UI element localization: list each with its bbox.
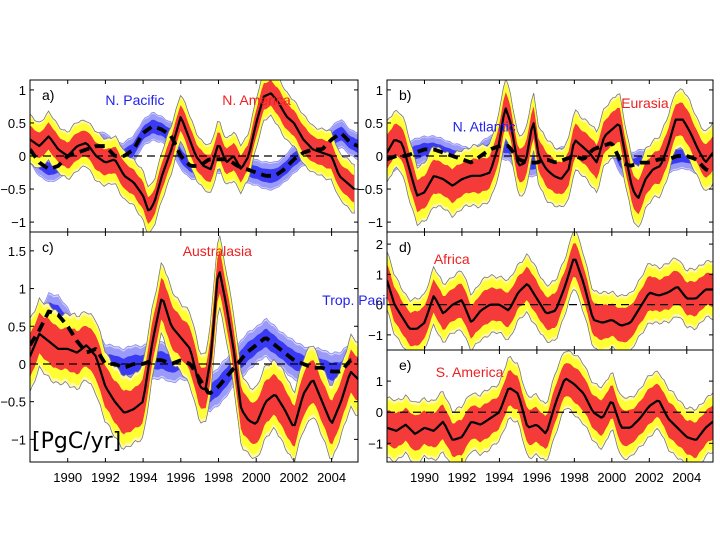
xtick-label: 1992 — [447, 470, 476, 485]
xtick-label: 1996 — [522, 470, 551, 485]
xtick-label: 2000 — [242, 470, 271, 485]
ytick-label: 1 — [376, 83, 383, 98]
ytick-label: 0.5 — [8, 116, 26, 131]
ytick-label: 0.5 — [365, 116, 383, 131]
xtick-label: 1994 — [129, 470, 158, 485]
unit-label: [PgC/yr] — [32, 429, 121, 454]
legend-label: Australasia — [183, 243, 252, 259]
ytick-label: −0.5 — [0, 182, 26, 197]
legend-label: Trop. Pacific — [322, 292, 399, 308]
ytick-label: 0.5 — [8, 319, 26, 334]
ytick-label: −1 — [368, 215, 383, 230]
n-pacific-series-line — [30, 124, 358, 178]
panel-letter: a) — [42, 87, 54, 103]
n-america-series-line — [30, 92, 355, 212]
ytick-label: 1 — [19, 83, 26, 98]
ytick-label: −1 — [11, 432, 26, 447]
xtick-label: 2002 — [279, 470, 308, 485]
xtick-label: 1990 — [53, 470, 82, 485]
panel-letter: d) — [399, 239, 411, 255]
panel-letter: b) — [399, 87, 411, 103]
panel-d: −1 0 1 2 d) Africa — [368, 231, 714, 351]
panel-e: −1 0 1 1990 1992 1994 1996 1998 2000 2002 2004 e) S.… — [368, 349, 714, 485]
xtick-label: 1998 — [204, 470, 233, 485]
ytick-label: 1 — [376, 267, 383, 282]
panel-letter: e) — [399, 357, 411, 373]
plot-area — [387, 80, 713, 228]
panel-letter: c) — [42, 239, 54, 255]
xtick-label: 1998 — [560, 470, 589, 485]
legend-label: Africa — [434, 251, 470, 267]
axes-frame — [29, 231, 359, 463]
xtick-label: 1992 — [91, 470, 120, 485]
ytick-label: 1 — [19, 282, 26, 297]
xtick-label: 2002 — [635, 470, 664, 485]
legend-label: N. Pacific — [105, 92, 164, 108]
xtick-label: 2004 — [672, 470, 701, 485]
axes-frame — [386, 349, 714, 463]
legend-label: N. America — [222, 92, 291, 108]
ytick-label: 1 — [376, 374, 383, 389]
plot-area — [387, 350, 713, 462]
xtick-label: 1990 — [410, 470, 439, 485]
australasia-series-line — [30, 271, 358, 427]
plot-area — [387, 232, 713, 350]
s-america-series-line — [387, 377, 713, 441]
africa-series-line — [387, 258, 713, 330]
ytick-label: −0.5 — [357, 182, 383, 197]
plot-area — [30, 235, 358, 462]
n-america-band-inner — [30, 80, 355, 224]
legend-label: S. America — [436, 364, 504, 380]
legend-label: N. Atlantic — [453, 118, 516, 134]
eurasia-series-line — [387, 107, 713, 199]
ytick-label: −1 — [11, 215, 26, 230]
ytick-label: 0 — [376, 298, 383, 313]
xtick-label: 1994 — [485, 470, 514, 485]
trop-pacific-series-line — [30, 309, 358, 395]
n-atlantic-series-line — [387, 141, 713, 175]
s-america-band-inner — [387, 363, 713, 459]
ytick-label: −0.5 — [0, 395, 26, 410]
ytick-label: 0 — [19, 149, 26, 164]
ytick-label: 0 — [376, 149, 383, 164]
ytick-label: 0 — [376, 405, 383, 420]
xtick-label: 1996 — [166, 470, 195, 485]
plot-area — [30, 80, 358, 232]
ytick-label: 1.5 — [8, 244, 26, 259]
panel-b: −1 −0.5 0 0.5 1 b) Eurasia N. Atlantic — [357, 79, 714, 233]
legend-label: Eurasia — [621, 95, 669, 111]
ytick-label: 0 — [19, 357, 26, 372]
panel-a: −1 −0.5 0 0.5 1 a) N. America N. Pacific — [0, 79, 359, 233]
ytick-label: −1 — [368, 328, 383, 343]
xtick-label: 2004 — [317, 470, 346, 485]
xtick-label: 2000 — [597, 470, 626, 485]
ytick-label: 2 — [376, 237, 383, 252]
ytick-label: −1 — [368, 436, 383, 451]
